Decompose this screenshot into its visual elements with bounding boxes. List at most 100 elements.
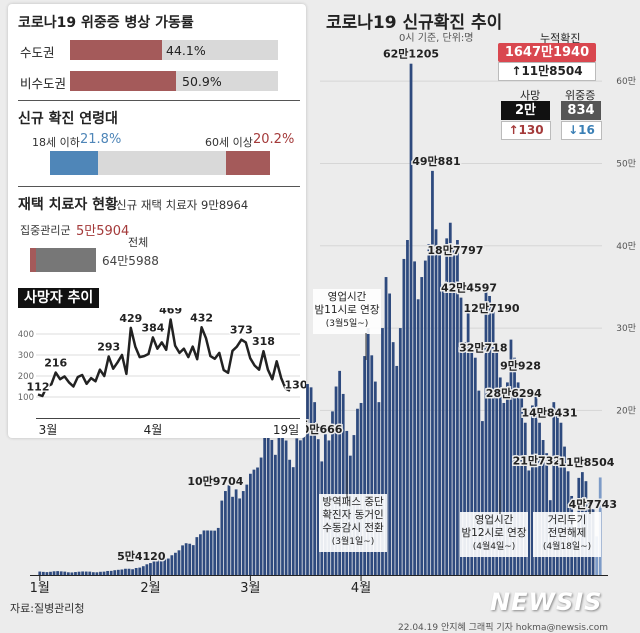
bar bbox=[163, 559, 167, 575]
death-point-label: 130 bbox=[285, 379, 306, 392]
bar bbox=[331, 411, 334, 575]
bar bbox=[88, 571, 92, 575]
bar bbox=[523, 422, 527, 575]
data-label: 14만8431 bbox=[522, 406, 578, 420]
bar bbox=[266, 435, 270, 575]
bar bbox=[473, 357, 477, 575]
bar bbox=[541, 440, 545, 575]
age-group-title: 신규 확진 연령대 bbox=[18, 111, 118, 127]
data-label: 62만1205 bbox=[383, 47, 439, 61]
critical-label: 위중증 bbox=[565, 89, 596, 102]
bar bbox=[456, 240, 459, 575]
bar bbox=[506, 382, 509, 575]
bar bbox=[477, 390, 481, 575]
age-bar-right bbox=[225, 151, 270, 175]
annotation-line: 밤11시로 연장 bbox=[315, 304, 380, 316]
credit: 22.04.19 안지혜 그래픽 기자 hokma@newsis.com bbox=[398, 623, 609, 633]
critical-value: 834 bbox=[561, 101, 601, 120]
bar bbox=[195, 537, 199, 575]
death-y-tick: 200 bbox=[18, 372, 34, 382]
bar bbox=[334, 386, 338, 575]
bar bbox=[398, 328, 402, 575]
bar bbox=[431, 170, 434, 575]
bar bbox=[534, 390, 538, 575]
bar bbox=[434, 229, 438, 576]
bar bbox=[70, 572, 74, 575]
death-point-label: 112 bbox=[27, 380, 50, 393]
bar bbox=[495, 344, 499, 575]
annotation-line: 영업시간 bbox=[475, 513, 514, 526]
annotation-box bbox=[460, 512, 528, 557]
bar bbox=[277, 412, 281, 575]
intensive-bar bbox=[30, 248, 36, 272]
death-x-tick-label: 19일 bbox=[273, 423, 299, 437]
bar bbox=[81, 571, 85, 575]
bar bbox=[538, 422, 541, 575]
y-tick-label: 50만 bbox=[616, 158, 636, 169]
age-bar bbox=[50, 151, 270, 175]
bar bbox=[384, 277, 388, 575]
annotation-box bbox=[533, 512, 601, 557]
bar bbox=[213, 530, 217, 575]
x-tick-label: 1월 bbox=[30, 581, 50, 596]
bed-bar-fill-1 bbox=[70, 71, 176, 91]
bar bbox=[95, 572, 99, 575]
bar bbox=[231, 496, 234, 575]
total-value: 64만5988 bbox=[102, 254, 159, 268]
divider bbox=[18, 186, 300, 187]
bar bbox=[152, 561, 156, 575]
annotation-box bbox=[313, 289, 381, 334]
bar bbox=[270, 440, 274, 575]
bar bbox=[106, 570, 109, 575]
bar bbox=[373, 381, 377, 575]
bar bbox=[181, 545, 184, 575]
y-tick-label: 60만 bbox=[616, 76, 636, 87]
bed-usage-title: 코로나19 위중증 병상 가동률 bbox=[18, 15, 194, 31]
bar bbox=[555, 414, 559, 575]
home-new-label: 신규 재택 치료자 9만8964 bbox=[116, 198, 249, 212]
bar bbox=[420, 277, 424, 575]
bar bbox=[52, 571, 56, 575]
age-bar-left bbox=[50, 151, 98, 175]
death-point-label: 318 bbox=[252, 335, 275, 348]
annotation-line: (4월18일~) bbox=[543, 540, 591, 552]
x-tick-label: 2월 bbox=[140, 581, 160, 596]
bar bbox=[191, 545, 195, 575]
bar bbox=[273, 454, 277, 575]
bar bbox=[413, 261, 416, 575]
intensive-value: 5만5904 bbox=[76, 224, 130, 239]
bar bbox=[159, 560, 163, 575]
bar bbox=[463, 342, 466, 575]
annotation-line: 방역패스 중단 bbox=[322, 496, 384, 508]
bar bbox=[484, 289, 488, 575]
bar bbox=[127, 568, 131, 575]
deaths-value: 2만1354 bbox=[501, 101, 550, 137]
bar bbox=[234, 489, 238, 575]
death-point-label: 429 bbox=[119, 312, 142, 325]
data-label: 28만6294 bbox=[486, 386, 542, 400]
newsis-logo: NEWSIS bbox=[490, 588, 603, 616]
bar bbox=[552, 402, 556, 575]
bar bbox=[102, 571, 106, 575]
data-label: 4만7743 bbox=[569, 497, 617, 511]
bar bbox=[302, 411, 306, 575]
bar bbox=[441, 284, 445, 575]
bar bbox=[113, 570, 117, 575]
bar bbox=[427, 244, 431, 575]
home-treatment-bar bbox=[30, 248, 96, 272]
death-point-label: 469 bbox=[159, 308, 182, 317]
bar bbox=[284, 440, 288, 575]
bar bbox=[177, 550, 181, 575]
bar bbox=[56, 571, 60, 575]
annotation-line: (4월4일~) bbox=[473, 540, 516, 552]
home-treatment-title: 재택 치료자 현황 bbox=[18, 197, 118, 213]
bar bbox=[156, 560, 159, 575]
bar bbox=[138, 567, 142, 575]
bar bbox=[249, 473, 252, 575]
bar bbox=[49, 571, 52, 575]
bar bbox=[438, 245, 441, 575]
